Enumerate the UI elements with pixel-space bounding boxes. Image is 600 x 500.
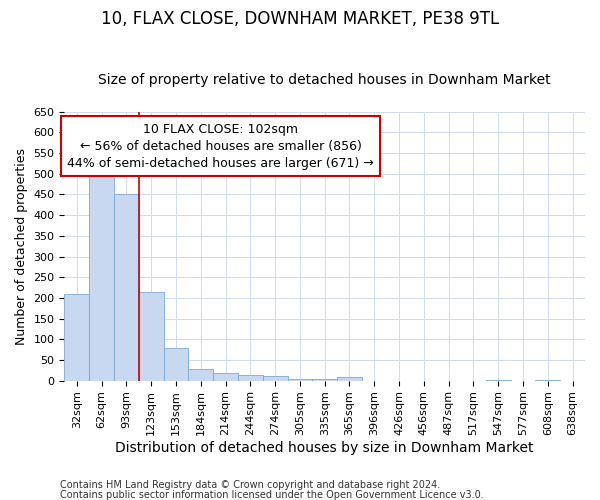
- Bar: [139, 292, 164, 380]
- Bar: [213, 373, 238, 380]
- Bar: [89, 162, 114, 380]
- Bar: [114, 194, 139, 380]
- Text: Contains public sector information licensed under the Open Government Licence v3: Contains public sector information licen…: [60, 490, 484, 500]
- Bar: [287, 379, 313, 380]
- Title: Size of property relative to detached houses in Downham Market: Size of property relative to detached ho…: [98, 73, 551, 87]
- X-axis label: Distribution of detached houses by size in Downham Market: Distribution of detached houses by size …: [115, 441, 534, 455]
- Bar: [64, 294, 89, 380]
- Y-axis label: Number of detached properties: Number of detached properties: [15, 148, 28, 344]
- Bar: [164, 348, 188, 380]
- Bar: [188, 369, 213, 380]
- Bar: [337, 377, 362, 380]
- Bar: [238, 375, 263, 380]
- Bar: [263, 376, 287, 380]
- Text: Contains HM Land Registry data © Crown copyright and database right 2024.: Contains HM Land Registry data © Crown c…: [60, 480, 440, 490]
- Text: 10 FLAX CLOSE: 102sqm
← 56% of detached houses are smaller (856)
44% of semi-det: 10 FLAX CLOSE: 102sqm ← 56% of detached …: [67, 122, 374, 170]
- Text: 10, FLAX CLOSE, DOWNHAM MARKET, PE38 9TL: 10, FLAX CLOSE, DOWNHAM MARKET, PE38 9TL: [101, 10, 499, 28]
